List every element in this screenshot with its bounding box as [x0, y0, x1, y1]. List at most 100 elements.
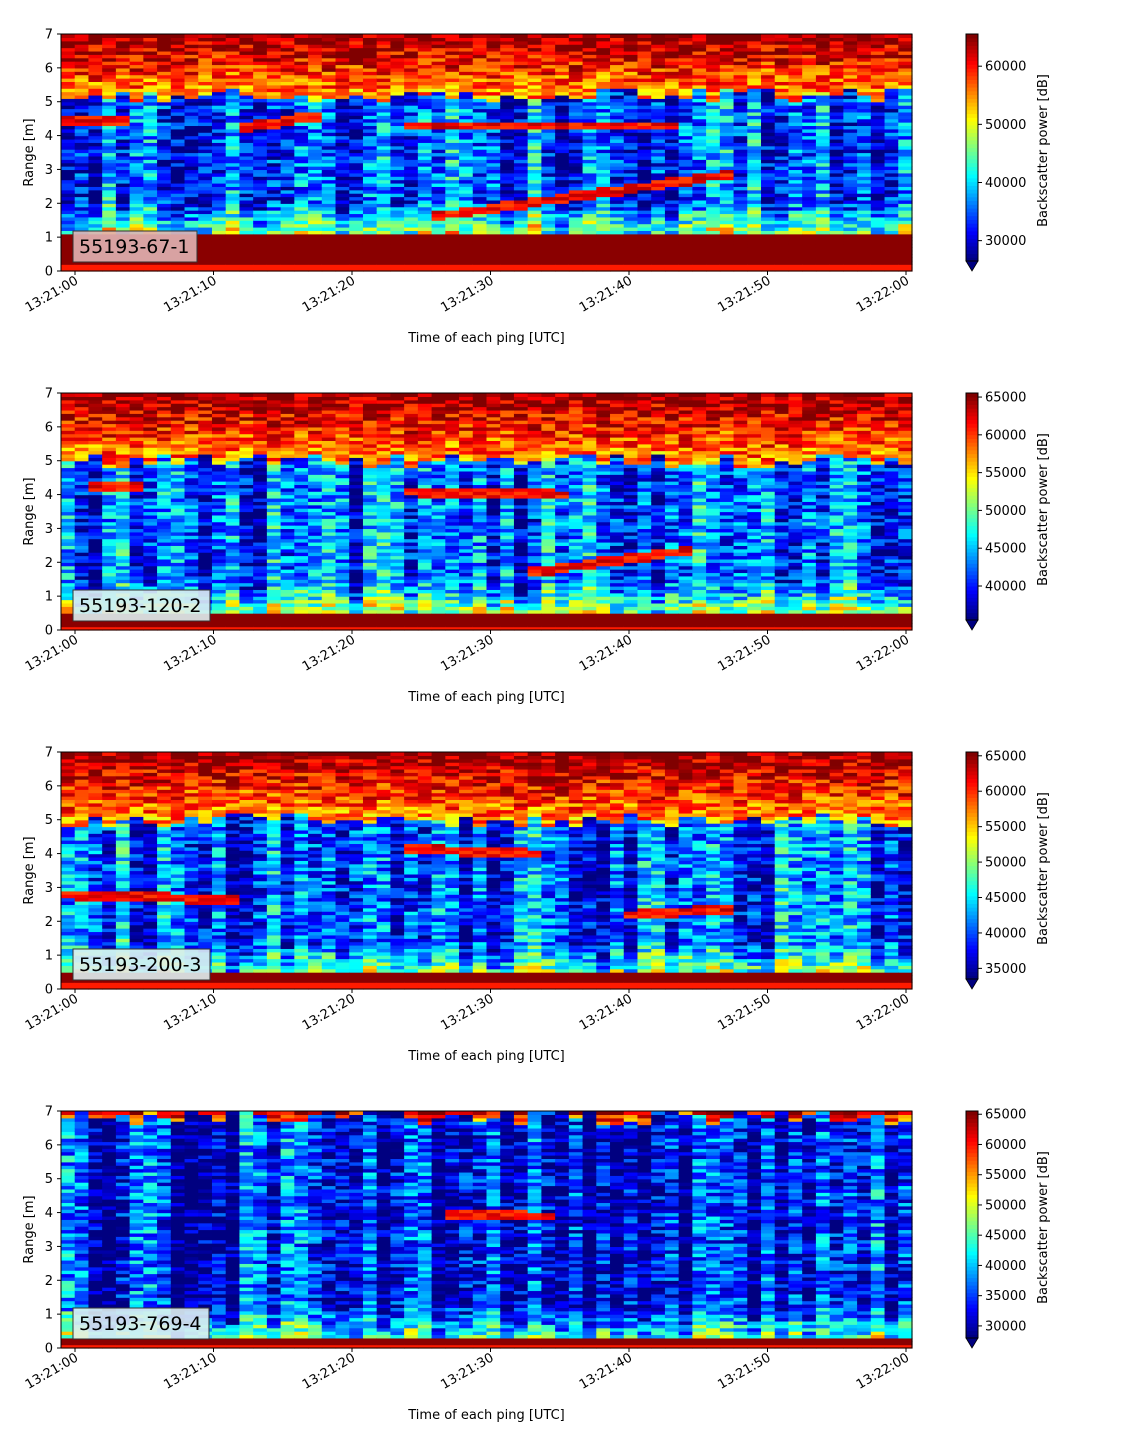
x-tick-label: 13:21:40	[577, 991, 635, 1033]
y-tick-label: 3	[45, 163, 53, 178]
colorbar-label: Backscatter power [dB]	[1036, 792, 1051, 945]
echogram-raster	[61, 393, 913, 631]
x-tick-label: 13:21:00	[23, 632, 81, 674]
y-tick-label: 4	[45, 488, 53, 503]
x-axis-label: Time of each ping [UTC]	[407, 1408, 565, 1423]
x-tick-label: 13:21:40	[577, 273, 635, 315]
colorbar-tick-label: 60000	[985, 60, 1026, 75]
x-tick-label: 13:21:10	[161, 273, 219, 315]
y-tick-label: 2	[45, 1274, 53, 1289]
y-tick-label: 7	[45, 746, 53, 761]
colorbar-tick-label: 45000	[985, 542, 1026, 557]
colorbar-label: Backscatter power [dB]	[1036, 433, 1051, 586]
panel-label-box	[72, 589, 211, 622]
colorbar-tick-label: 55000	[985, 1168, 1026, 1183]
y-axis-label: Range [m]	[22, 118, 37, 186]
plot-frame	[60, 33, 913, 272]
colorbar-tick-label: 60000	[985, 1138, 1026, 1153]
colorbar-tick-label: 55000	[985, 820, 1026, 835]
y-tick-label: 1	[45, 1308, 53, 1323]
x-tick-label: 13:21:50	[715, 273, 773, 315]
y-tick-label: 6	[45, 420, 53, 435]
x-tick-label: 13:21:30	[438, 632, 496, 674]
colorbar-tick-label: 30000	[985, 234, 1026, 249]
panel-label-box	[72, 230, 198, 263]
plot-frame	[60, 392, 913, 631]
y-tick-label: 7	[45, 1105, 53, 1120]
y-tick-label: 5	[45, 813, 53, 828]
x-tick-label: 13:22:00	[854, 273, 912, 315]
x-tick-label: 13:22:00	[854, 1350, 912, 1392]
x-tick-label: 13:21:50	[715, 632, 773, 674]
y-axis-label: Range [m]	[22, 1195, 37, 1263]
panel-label: 55193-67-1	[79, 236, 189, 258]
colorbar-extend-arrow	[965, 619, 979, 631]
colorbar-tick-label: 50000	[985, 1198, 1026, 1213]
colorbar-tick-label: 60000	[985, 785, 1026, 800]
panel-label: 55193-769-4	[79, 1313, 202, 1335]
y-tick-label: 0	[45, 624, 53, 639]
y-tick-label: 0	[45, 265, 53, 280]
y-tick-label: 5	[45, 454, 53, 469]
y-tick-label: 3	[45, 522, 53, 537]
colorbar-label: Backscatter power [dB]	[1036, 74, 1051, 227]
colorbar-extend-arrow	[965, 260, 979, 272]
colorbar-frame	[965, 392, 979, 621]
panel-label: 55193-200-3	[79, 954, 202, 976]
echogram-panel-2: 0 1 2 3 4 5 6 7 13:21:00 13:21:10 13:21:20 13:21:30…	[22, 387, 1051, 706]
colorbar-tick-label: 35000	[985, 962, 1026, 977]
x-tick-label: 13:21:30	[438, 1350, 496, 1392]
y-tick-label: 5	[45, 95, 53, 110]
x-tick-label: 13:21:20	[300, 632, 358, 674]
x-axis-label: Time of each ping [UTC]	[407, 690, 565, 705]
echogram-raster	[61, 34, 913, 272]
x-tick-label: 13:21:10	[161, 991, 219, 1033]
colorbar-tick-label: 40000	[985, 176, 1026, 191]
colorbar: 35000 40000 45000 50000 55000 60000 65000 Backs…	[965, 749, 1051, 990]
x-tick-label: 13:21:40	[577, 1350, 635, 1392]
echogram-panel-3: 0 1 2 3 4 5 6 7 13:21:00 13:21:10 13:21:20 13:21:30…	[22, 746, 1051, 1065]
x-tick-label: 13:21:30	[438, 273, 496, 315]
x-axis-label: Time of each ping [UTC]	[407, 331, 565, 346]
x-tick-label: 13:21:10	[161, 1350, 219, 1392]
y-tick-label: 2	[45, 915, 53, 930]
y-tick-label: 2	[45, 197, 53, 212]
x-tick-label: 13:21:20	[300, 1350, 358, 1392]
y-tick-label: 0	[45, 1342, 53, 1357]
x-axis-label: Time of each ping [UTC]	[407, 1049, 565, 1064]
y-tick-label: 4	[45, 1206, 53, 1221]
colorbar: 40000 45000 50000 55000 60000 65000 Backscatte…	[965, 391, 1051, 631]
colorbar-label: Backscatter power [dB]	[1036, 1151, 1051, 1304]
panel-label-box	[72, 948, 211, 981]
echogram-raster	[61, 1111, 913, 1349]
x-tick-label: 13:21:00	[23, 273, 81, 315]
y-tick-label: 3	[45, 1240, 53, 1255]
colorbar-tick-label: 40000	[985, 1259, 1026, 1274]
y-tick-label: 1	[45, 231, 53, 246]
y-tick-label: 1	[45, 949, 53, 964]
y-tick-label: 2	[45, 556, 53, 571]
y-tick-label: 6	[45, 779, 53, 794]
x-tick-label: 13:21:00	[23, 1350, 81, 1392]
y-tick-label: 0	[45, 983, 53, 998]
colorbar-tick-label: 35000	[985, 1289, 1026, 1304]
colorbar-tick-label: 60000	[985, 428, 1026, 443]
y-tick-label: 5	[45, 1172, 53, 1187]
y-tick-label: 7	[45, 387, 53, 402]
y-tick-label: 3	[45, 881, 53, 896]
colorbar-tick-label: 40000	[985, 926, 1026, 941]
x-tick-label: 13:21:20	[300, 273, 358, 315]
x-tick-label: 13:21:20	[300, 991, 358, 1033]
y-tick-label: 4	[45, 129, 53, 144]
colorbar-tick-label: 50000	[985, 504, 1026, 519]
y-tick-label: 6	[45, 1138, 53, 1153]
x-tick-label: 13:21:40	[577, 632, 635, 674]
colorbar-tick-label: 65000	[985, 749, 1026, 764]
colorbar-frame	[965, 33, 979, 262]
echogram-panel-4: 0 1 2 3 4 5 6 7 13:21:00 13:21:10 13:21:20 13:21:30…	[22, 1105, 1051, 1424]
colorbar: 30000 40000 50000 60000 Backscatter power [d…	[965, 33, 1051, 272]
colorbar-tick-label: 45000	[985, 891, 1026, 906]
colorbar-tick-label: 45000	[985, 1229, 1026, 1244]
x-tick-label: 13:21:50	[715, 991, 773, 1033]
